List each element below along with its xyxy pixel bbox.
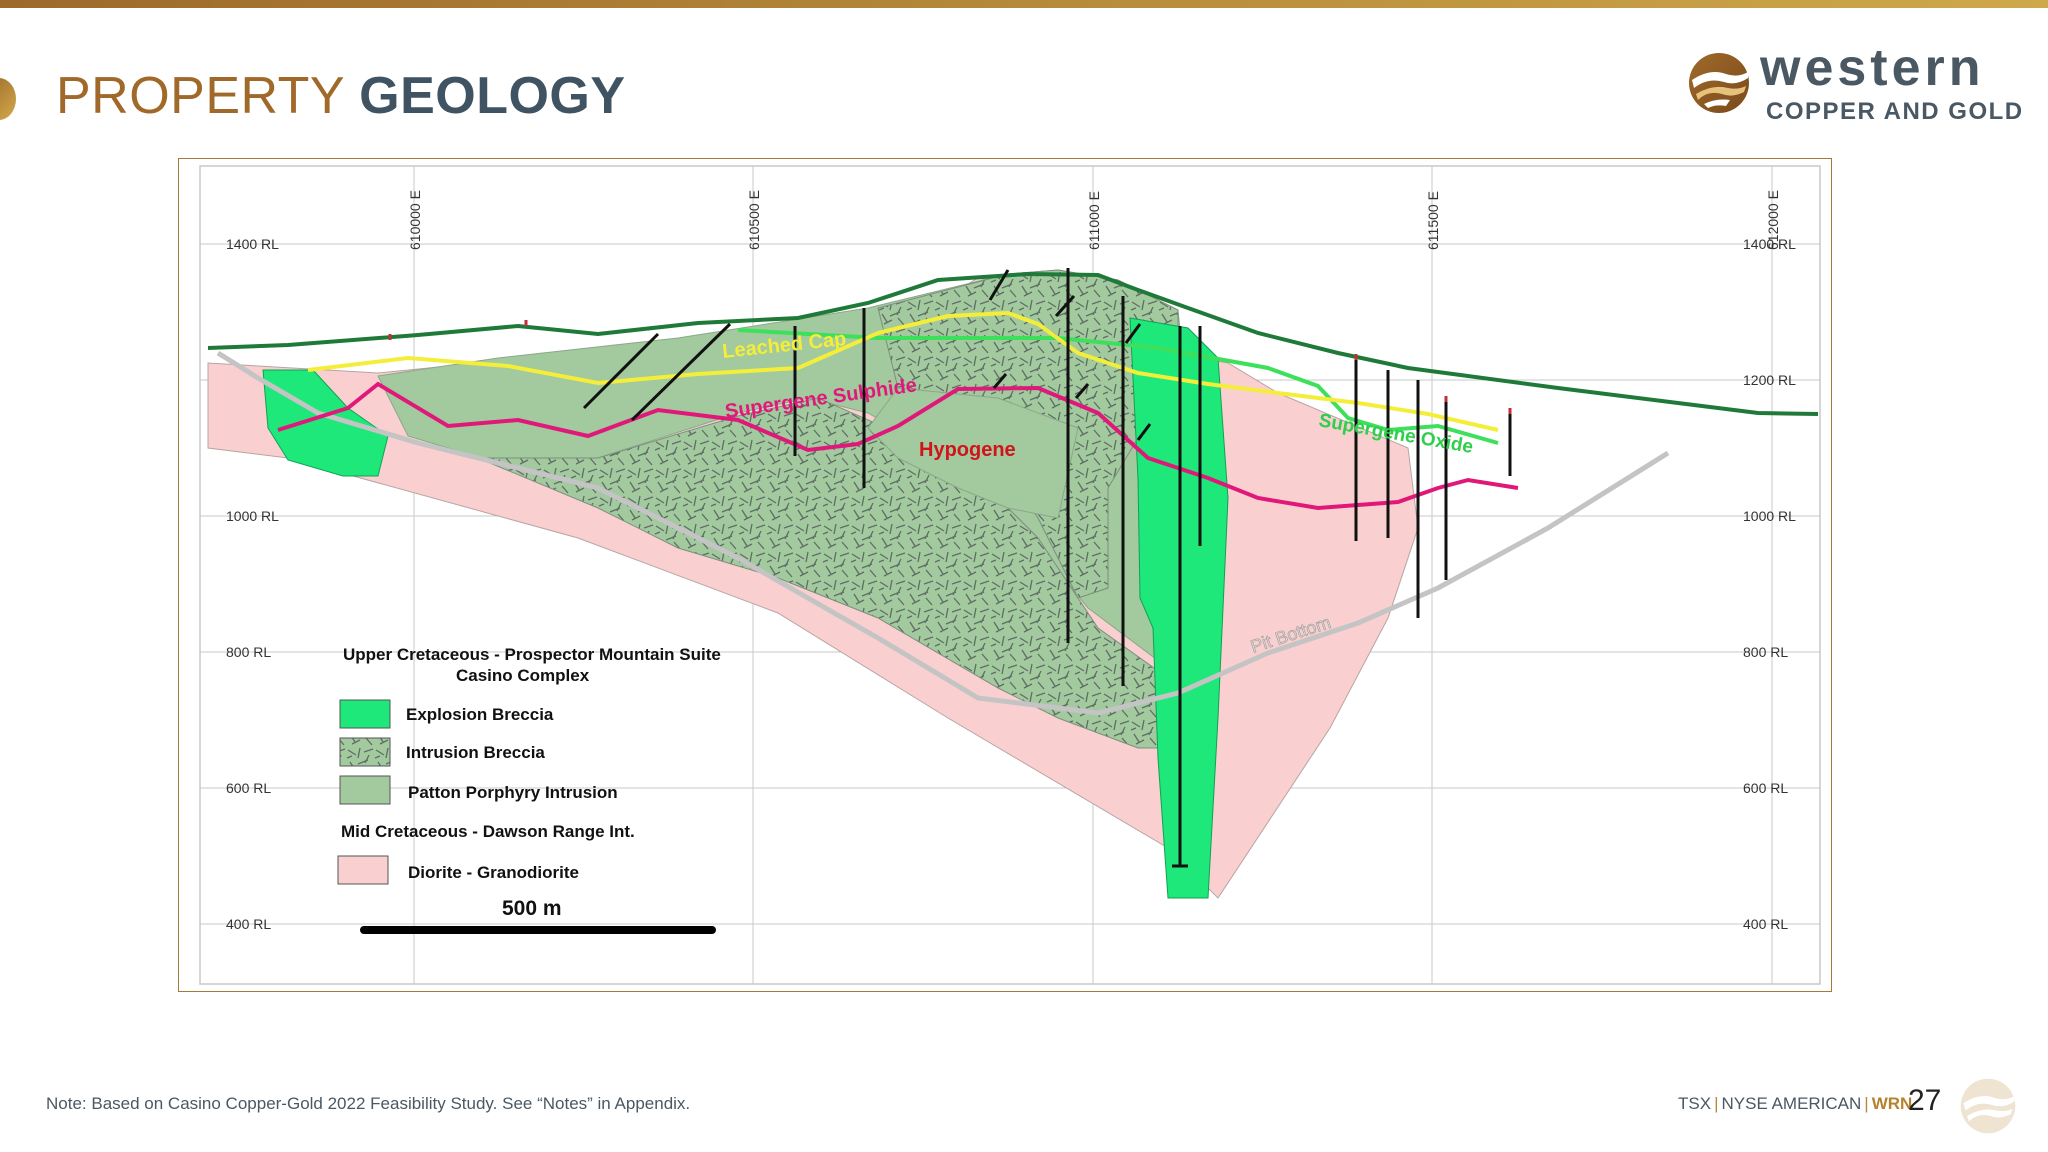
legend-group2-title: Mid Cretaceous - Dawson Range Int. bbox=[341, 822, 635, 841]
elevation-label-right: 400 RL bbox=[1743, 916, 1788, 932]
ticker-tsx: TSX bbox=[1678, 1094, 1712, 1113]
pit-bottom-line bbox=[216, 350, 1670, 716]
legend-swatch-explosion-breccia bbox=[339, 699, 391, 729]
topography-line bbox=[207, 271, 1819, 416]
elevation-label-right: 1200 RL bbox=[1743, 372, 1796, 388]
elevation-label-left: 600 RL bbox=[226, 780, 271, 796]
brand-subtitle: COPPER AND GOLD bbox=[1766, 98, 2024, 125]
legend-group1-subtitle: Casino Complex bbox=[456, 666, 590, 685]
drill-collars bbox=[388, 320, 1512, 414]
legend-label-explosion-breccia: Explosion Breccia bbox=[406, 705, 554, 724]
top-accent-bar bbox=[0, 0, 2048, 8]
legend-swatch-intrusion-breccia bbox=[339, 737, 391, 767]
supergene-sulphide-line bbox=[277, 381, 1519, 511]
elevation-label-right: 800 RL bbox=[1743, 644, 1788, 660]
leached-cap-line bbox=[307, 310, 1499, 432]
geology-cross-section: 610000 E 610500 E 611000 E 611500 E 6120… bbox=[178, 158, 1832, 992]
page-title: PROPERTY GEOLOGY bbox=[56, 66, 626, 126]
footer-logo-icon bbox=[1960, 1078, 2016, 1134]
page-title-geology: GEOLOGY bbox=[359, 67, 626, 125]
easting-label: 611500 E bbox=[1425, 191, 1441, 250]
ticker-separator: | bbox=[1714, 1094, 1719, 1113]
elevation-label-left: 1400 RL bbox=[226, 236, 279, 252]
elevation-label-right: 600 RL bbox=[1743, 780, 1788, 796]
ticker-separator: | bbox=[1864, 1094, 1869, 1113]
patton-porphyry-unit bbox=[867, 387, 1079, 519]
legend-swatch-diorite bbox=[337, 855, 389, 885]
page-title-property: PROPERTY bbox=[56, 67, 345, 125]
hypogene-label: Hypogene bbox=[919, 439, 1016, 461]
ticker-nyse: NYSE AMERICAN bbox=[1721, 1094, 1862, 1113]
supergene-oxide-line bbox=[737, 328, 1499, 445]
legend-group1-title: Upper Cretaceous - Prospector Mountain S… bbox=[343, 645, 721, 664]
ticker-wrn: WRN bbox=[1871, 1094, 1913, 1113]
easting-label: 611000 E bbox=[1086, 191, 1102, 250]
legend-label-diorite: Diorite - Granodiorite bbox=[408, 863, 579, 882]
elevation-label-left: 400 RL bbox=[226, 916, 271, 932]
brand-name: western bbox=[1760, 39, 1985, 97]
elevation-label-right: 1400 RL bbox=[1743, 236, 1796, 252]
easting-label: 610000 E bbox=[407, 190, 423, 250]
elevation-label-left: 800 RL bbox=[226, 644, 271, 660]
ticker-line: TSX | NYSE AMERICAN | WRN bbox=[1678, 1094, 1912, 1114]
easting-label: 610500 E bbox=[746, 190, 762, 250]
scale-bar-label: 500 m bbox=[502, 897, 562, 920]
footnote: Note: Based on Casino Copper-Gold 2022 F… bbox=[46, 1094, 691, 1113]
western-logo-icon bbox=[1689, 53, 1749, 113]
easting-label: 612000 E bbox=[1765, 190, 1781, 250]
elevation-label-right: 1000 RL bbox=[1743, 508, 1796, 524]
left-edge-badge bbox=[0, 78, 16, 120]
page-number: 27 bbox=[1908, 1084, 1942, 1117]
legend: Upper Cretaceous - Prospector Mountain S… bbox=[337, 645, 721, 934]
legend-label-intrusion-breccia: Intrusion Breccia bbox=[406, 743, 545, 762]
legend-swatch-patton-porphyry bbox=[339, 775, 391, 805]
drill-holes bbox=[582, 268, 1512, 866]
legend-label-patton-porphyry: Patton Porphyry Intrusion bbox=[408, 783, 618, 802]
elevation-label-left: 1000 RL bbox=[226, 508, 279, 524]
